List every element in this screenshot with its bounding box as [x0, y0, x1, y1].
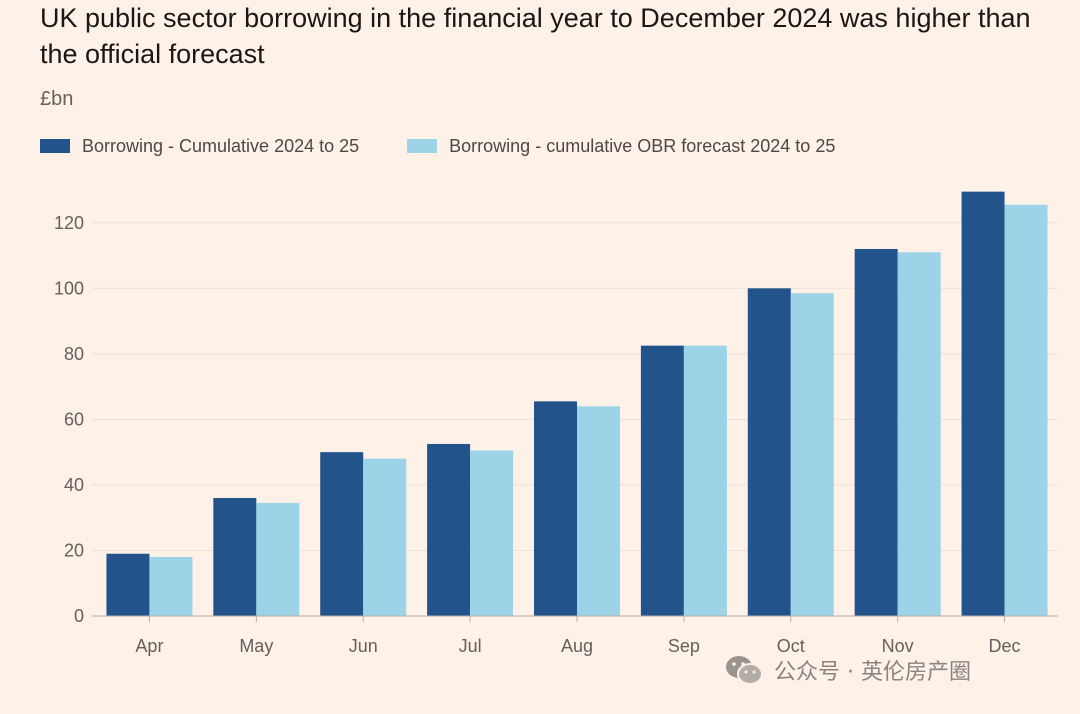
x-tick-label: Jul [459, 636, 482, 656]
y-tick-label: 100 [54, 278, 84, 298]
y-tick-label: 40 [64, 475, 84, 495]
bar-forecast [363, 458, 407, 616]
bar-forecast [149, 557, 193, 616]
x-tick-label: Jun [349, 636, 378, 656]
x-tick-label: May [239, 636, 273, 656]
legend: Borrowing - Cumulative 2024 to 25 Borrow… [40, 134, 883, 158]
legend-label-forecast: Borrowing - cumulative OBR forecast 2024… [449, 135, 836, 156]
bar-cumulative [427, 443, 471, 616]
chart-title: UK public sector borrowing in the financ… [40, 3, 1031, 69]
bar-forecast [790, 293, 834, 616]
wechat-icon [726, 656, 763, 685]
bar-cumulative [854, 248, 898, 616]
bar-chart: 0 20 40 60 80 100 120 Apr May Jun Jul Aug Sep Oct Nov D… [54, 191, 1058, 656]
bar-cumulative [320, 452, 364, 616]
x-tick-label: Oct [777, 636, 805, 656]
bar-forecast [683, 345, 727, 616]
x-tick-label: Apr [135, 636, 163, 656]
watermark: 公众号 · 英伦房产圈 [724, 650, 971, 690]
x-tick-label: Dec [989, 636, 1021, 656]
bar-cumulative [534, 401, 577, 616]
bar-cumulative [213, 498, 257, 616]
bar-cumulative [961, 191, 1005, 616]
legend-item-forecast: Borrowing - cumulative OBR forecast 2024… [407, 136, 835, 157]
bar-forecast [1004, 204, 1048, 616]
y-tick-label: 80 [64, 344, 84, 364]
bar-cumulative [747, 288, 791, 616]
watermark-text: 公众号 · 英伦房产圈 [774, 660, 971, 685]
x-tick-label: Aug [561, 636, 593, 656]
y-tick-label: 120 [54, 213, 84, 233]
legend-swatch-cumulative [40, 139, 70, 153]
bar-forecast [577, 406, 620, 616]
unit-label: £bn [40, 88, 74, 110]
bar-cumulative [640, 345, 684, 616]
bar-forecast [470, 450, 514, 616]
x-tick-label: Nov [882, 636, 914, 656]
y-tick-label: 20 [64, 540, 84, 560]
legend-item-cumulative: Borrowing - Cumulative 2024 to 25 [40, 136, 359, 157]
bar-cumulative [106, 553, 150, 616]
y-tick-label: 60 [64, 409, 84, 429]
y-tick-label: 0 [74, 606, 84, 626]
bar-forecast [256, 502, 300, 616]
bar-forecast [897, 252, 941, 616]
legend-swatch-forecast [407, 139, 438, 153]
x-tick-label: Sep [668, 636, 700, 656]
legend-label-cumulative: Borrowing - Cumulative 2024 to 25 [82, 135, 360, 156]
